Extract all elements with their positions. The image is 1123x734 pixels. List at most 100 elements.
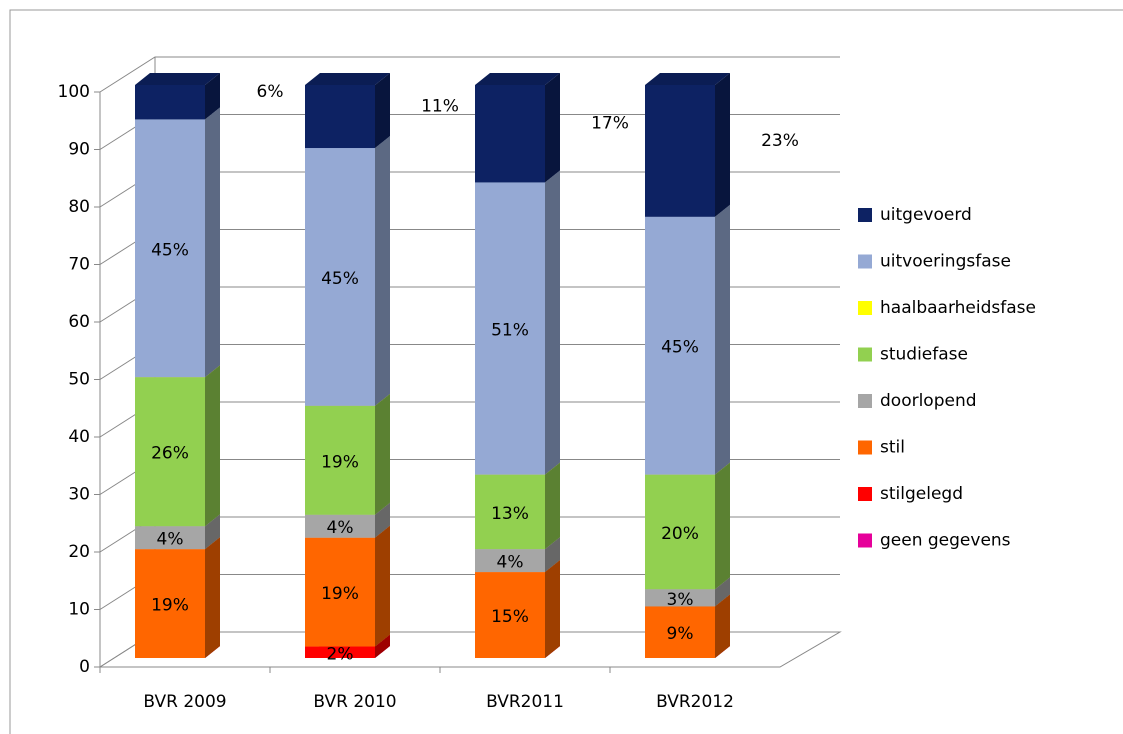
bar-segment	[135, 107, 220, 378]
y-tick-label: 100	[58, 82, 90, 102]
y-tick-label: 30	[68, 485, 90, 505]
y-tick-label: 50	[68, 370, 90, 390]
legend-label: haalbaarheidsfase	[880, 298, 1036, 318]
bar-side	[545, 462, 560, 550]
value-label: 19%	[151, 596, 189, 616]
bar-front	[645, 216, 715, 475]
bar-side	[545, 537, 560, 573]
value-label: 19%	[321, 452, 359, 472]
bar-side	[375, 73, 390, 149]
bar-side	[205, 365, 220, 527]
bar-segment	[475, 73, 560, 183]
bar-top	[305, 73, 390, 85]
bar-front	[645, 474, 715, 590]
bar-front	[475, 474, 545, 550]
bar-side	[715, 594, 730, 658]
bar-side	[375, 502, 390, 538]
value-label: 51%	[491, 321, 529, 341]
y-tick-label: 70	[68, 255, 90, 275]
bar-front	[135, 377, 205, 527]
x-tick-label: BVR 2009	[143, 692, 226, 712]
y-tick-label: 90	[68, 140, 90, 160]
bar-front	[475, 85, 545, 183]
bar-front	[305, 85, 375, 149]
x-tick-label: BVR2011	[486, 692, 564, 712]
bar-front	[305, 514, 375, 538]
bar-front	[305, 537, 375, 647]
legend-label: stilgelegd	[880, 484, 963, 504]
y-tick-label: 10	[68, 600, 90, 620]
y-tick-label: 20	[68, 542, 90, 562]
legend-label: stil	[880, 438, 905, 458]
value-label: 15%	[491, 607, 529, 627]
bar-top	[645, 73, 730, 85]
y-tick-label: 0	[79, 657, 90, 677]
legend-swatch	[858, 487, 872, 501]
bar-top	[475, 73, 560, 85]
bar-side	[545, 170, 560, 475]
bar-side	[205, 514, 220, 550]
value-label: 45%	[151, 240, 189, 260]
legend-label: uitvoeringsfase	[880, 252, 1011, 272]
value-label: 9%	[667, 624, 694, 644]
value-label: 6%	[257, 82, 284, 102]
bar-segment	[645, 204, 730, 475]
bar-front	[135, 549, 205, 658]
bar-side	[205, 73, 220, 120]
bar-segment	[645, 73, 730, 217]
bar-side	[375, 136, 390, 406]
bar-segment	[475, 170, 560, 475]
bar-front	[645, 85, 715, 217]
value-label: 2%	[327, 644, 354, 664]
legend-swatch	[858, 394, 872, 408]
bar-top	[135, 73, 220, 85]
legend-swatch	[858, 301, 872, 315]
bar-front	[645, 589, 715, 607]
bar-front	[475, 182, 545, 475]
value-label: 45%	[321, 269, 359, 289]
bar-front	[135, 85, 205, 120]
legend-swatch	[858, 440, 872, 455]
bar-front	[305, 148, 375, 406]
value-label: 20%	[661, 524, 699, 544]
value-label: 4%	[497, 553, 524, 573]
bar-side	[375, 634, 390, 658]
value-label: 11%	[421, 97, 459, 117]
legend-label: doorlopend	[880, 391, 977, 411]
value-label: 13%	[491, 504, 529, 524]
value-label: 3%	[667, 590, 694, 610]
x-tick-label: BVR2012	[656, 692, 734, 712]
y-tick-label: 40	[68, 427, 90, 447]
bar-segment	[305, 73, 390, 149]
y-tick-label: 60	[68, 312, 90, 332]
bar-side	[205, 537, 220, 658]
value-label: 45%	[661, 338, 699, 358]
value-label: 4%	[327, 518, 354, 538]
bar-side	[205, 107, 220, 378]
bar-segment	[135, 73, 220, 120]
legend-label: uitgevoerd	[880, 205, 972, 225]
value-label: 23%	[761, 131, 799, 151]
value-label: 4%	[157, 530, 184, 550]
bar-front	[475, 549, 545, 573]
bar-side	[715, 204, 730, 475]
bar-side	[375, 393, 390, 515]
bar-side	[715, 462, 730, 590]
legend-swatch	[858, 254, 872, 269]
value-label: 19%	[321, 584, 359, 604]
x-tick-label: BVR 2010	[313, 692, 396, 712]
y-tick-label: 80	[68, 197, 90, 217]
value-label: 26%	[151, 444, 189, 464]
legend-swatch	[858, 533, 872, 548]
frame	[9, 9, 1123, 734]
bar-side	[545, 560, 560, 658]
bar-front	[135, 526, 205, 550]
legend-swatch	[858, 347, 872, 362]
bar-side	[545, 73, 560, 183]
bar-side	[375, 525, 390, 647]
bar-front	[305, 646, 375, 658]
bar-side	[715, 73, 730, 217]
legend-swatch	[858, 208, 872, 222]
grid-line	[99, 56, 840, 93]
